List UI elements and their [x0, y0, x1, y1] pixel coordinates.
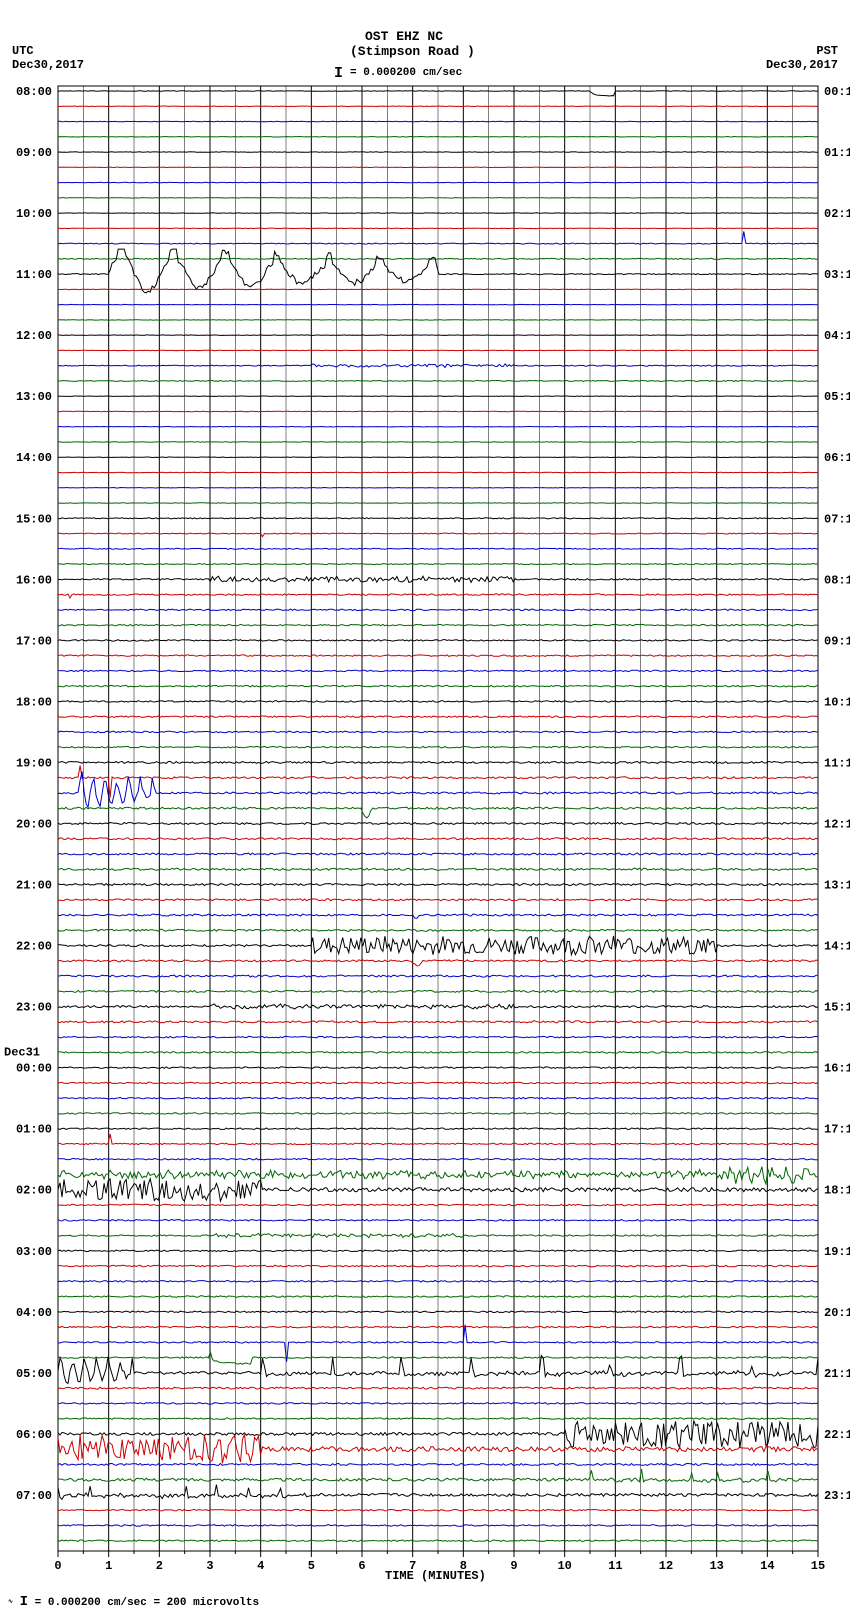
- svg-text:05:15: 05:15: [824, 390, 850, 404]
- svg-text:15:15: 15:15: [824, 1001, 850, 1015]
- svg-text:03:15: 03:15: [824, 268, 850, 282]
- svg-text:12: 12: [659, 1559, 673, 1573]
- svg-text:12:15: 12:15: [824, 817, 850, 831]
- svg-text:10: 10: [557, 1559, 571, 1573]
- svg-text:02:15: 02:15: [824, 207, 850, 221]
- svg-text:1: 1: [105, 1559, 112, 1573]
- svg-text:4: 4: [257, 1559, 264, 1573]
- svg-text:Dec31: Dec31: [4, 1046, 40, 1060]
- svg-text:05:00: 05:00: [16, 1367, 52, 1381]
- svg-text:20:15: 20:15: [824, 1306, 850, 1320]
- svg-text:15: 15: [811, 1559, 825, 1573]
- svg-text:10:15: 10:15: [824, 695, 850, 709]
- svg-text:13:00: 13:00: [16, 390, 52, 404]
- svg-text:13:15: 13:15: [824, 879, 850, 893]
- seismogram-plot: 08:00 00:15 09:00 01:15 10:00 02:15 11:00 03:15…: [0, 0, 850, 1613]
- svg-text:01:15: 01:15: [824, 146, 850, 160]
- svg-text:06:00: 06:00: [16, 1428, 52, 1442]
- svg-text:07:15: 07:15: [824, 512, 850, 526]
- svg-text:14: 14: [760, 1559, 774, 1573]
- svg-text:08:00: 08:00: [16, 85, 52, 99]
- svg-text:22:00: 22:00: [16, 940, 52, 954]
- seismogram-container: OST EHZ NC (Stimpson Road ) UTC Dec30,20…: [0, 0, 850, 1613]
- svg-text:01:00: 01:00: [16, 1123, 52, 1137]
- svg-text:18:00: 18:00: [16, 695, 52, 709]
- svg-text:04:15: 04:15: [824, 329, 850, 343]
- svg-text:16:00: 16:00: [16, 573, 52, 587]
- svg-text:04:00: 04:00: [16, 1306, 52, 1320]
- svg-text:20:00: 20:00: [16, 817, 52, 831]
- svg-text:3: 3: [206, 1559, 213, 1573]
- svg-text:21:15: 21:15: [824, 1367, 850, 1381]
- svg-text:21:00: 21:00: [16, 879, 52, 893]
- svg-text:09:15: 09:15: [824, 634, 850, 648]
- svg-text:11: 11: [608, 1559, 622, 1573]
- svg-text:17:15: 17:15: [824, 1123, 850, 1137]
- svg-text:00:15: 00:15: [824, 85, 850, 99]
- svg-text:5: 5: [308, 1559, 315, 1573]
- svg-text:07:00: 07:00: [16, 1489, 52, 1503]
- svg-text:03:00: 03:00: [16, 1245, 52, 1259]
- svg-text:08:15: 08:15: [824, 573, 850, 587]
- svg-text:02:00: 02:00: [16, 1184, 52, 1198]
- svg-text:06:15: 06:15: [824, 451, 850, 465]
- svg-text:19:15: 19:15: [824, 1245, 850, 1259]
- svg-text:14:15: 14:15: [824, 940, 850, 954]
- svg-text:22:15: 22:15: [824, 1428, 850, 1442]
- svg-text:10:00: 10:00: [16, 207, 52, 221]
- svg-text:18:15: 18:15: [824, 1184, 850, 1198]
- svg-text:13: 13: [709, 1559, 723, 1573]
- svg-text:11:00: 11:00: [16, 268, 52, 282]
- footer-scale-tick: ∿ I = 0.000200 cm/sec = 200 microvolts: [8, 1594, 259, 1610]
- svg-text:17:00: 17:00: [16, 634, 52, 648]
- svg-text:0: 0: [54, 1559, 61, 1573]
- svg-text:16:15: 16:15: [824, 1062, 850, 1076]
- svg-text:23:00: 23:00: [16, 1001, 52, 1015]
- svg-text:2: 2: [156, 1559, 163, 1573]
- svg-text:23:15: 23:15: [824, 1489, 850, 1503]
- svg-text:19:00: 19:00: [16, 756, 52, 770]
- svg-text:12:00: 12:00: [16, 329, 52, 343]
- svg-text:9: 9: [510, 1559, 517, 1573]
- xaxis-label: TIME (MINUTES): [385, 1569, 486, 1583]
- svg-text:14:00: 14:00: [16, 451, 52, 465]
- svg-text:6: 6: [358, 1559, 365, 1573]
- svg-text:11:15: 11:15: [824, 756, 850, 770]
- svg-text:09:00: 09:00: [16, 146, 52, 160]
- svg-text:00:00: 00:00: [16, 1062, 52, 1076]
- svg-text:15:00: 15:00: [16, 512, 52, 526]
